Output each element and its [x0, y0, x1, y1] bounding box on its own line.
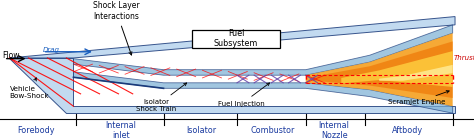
Text: Forebody: Forebody — [17, 126, 55, 135]
Text: Aftbody: Aftbody — [392, 126, 423, 135]
Text: Internal
Nozzle: Internal Nozzle — [319, 121, 350, 138]
Polygon shape — [379, 65, 453, 81]
Polygon shape — [341, 51, 453, 87]
Text: Combustor: Combustor — [250, 126, 295, 135]
Text: Flow: Flow — [2, 51, 20, 60]
Polygon shape — [73, 25, 453, 75]
Text: Shock Layer
Interactions: Shock Layer Interactions — [93, 1, 139, 55]
Text: Drag: Drag — [43, 47, 60, 53]
Polygon shape — [306, 33, 453, 106]
Text: Isolator
Shock Train: Isolator Shock Train — [137, 83, 187, 112]
Text: Vehicle
Bow-Shock: Vehicle Bow-Shock — [9, 78, 49, 99]
Text: Isolator: Isolator — [186, 126, 217, 135]
Text: Fuel Injection: Fuel Injection — [219, 83, 270, 107]
Polygon shape — [9, 17, 455, 58]
Text: Scramjet Engine: Scramjet Engine — [388, 91, 449, 105]
FancyBboxPatch shape — [192, 30, 280, 48]
Text: Thrust: Thrust — [454, 55, 474, 61]
Polygon shape — [9, 58, 455, 113]
Text: Fuel
Subsystem: Fuel Subsystem — [214, 29, 258, 48]
Polygon shape — [73, 72, 453, 113]
Text: Internal
inlet: Internal inlet — [105, 121, 137, 138]
Polygon shape — [313, 41, 453, 98]
